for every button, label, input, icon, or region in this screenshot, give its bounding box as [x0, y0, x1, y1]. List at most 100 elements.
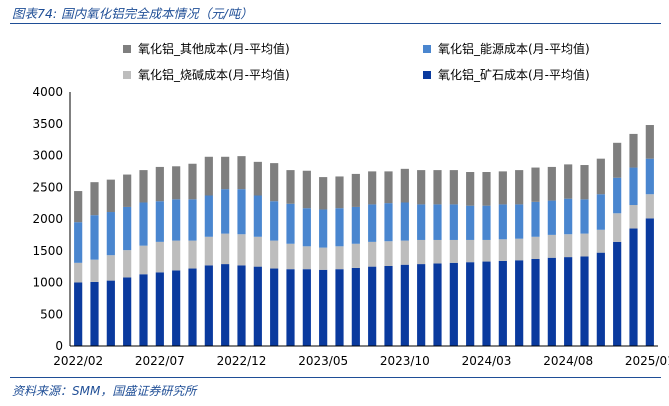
legend-label-energy: 氧化铝_能源成本(月-平均值) [438, 42, 590, 56]
bar-segment-other [221, 156, 230, 190]
y-tick-label: 4000 [32, 85, 63, 99]
bar-segment-energy [482, 205, 491, 240]
bar-segment-other [417, 170, 426, 205]
source-divider [10, 377, 661, 378]
bar-segment-caustic [580, 233, 589, 257]
bar-segment-raw [531, 259, 540, 346]
bar-segment-caustic [123, 250, 132, 278]
y-tick-label: 2500 [32, 180, 63, 194]
bar-segment-other [155, 166, 164, 202]
x-tick-label: 2023/10 [380, 354, 430, 368]
bar-segment-energy [417, 204, 426, 240]
legend-label-other: 氧化铝_其他成本(月-平均值) [138, 42, 290, 56]
bar-segment-raw [629, 228, 638, 346]
bar-segment-other [368, 171, 377, 205]
bar-segment-caustic [90, 259, 99, 282]
bar-segment-caustic [645, 194, 654, 219]
bar-segment-energy [498, 204, 507, 240]
bar-segment-raw [221, 264, 230, 346]
bar-segment-energy [351, 206, 360, 244]
bar-segment-raw [351, 267, 360, 346]
bar-segment-other [629, 133, 638, 168]
legend-item-other: 氧化铝_其他成本(月-平均值) [123, 40, 290, 57]
bar-segment-other [106, 179, 115, 213]
bar-segment-other [613, 142, 622, 178]
bar-segment-raw [123, 277, 132, 346]
bar-segment-raw [155, 272, 164, 346]
bar-segment-raw [319, 269, 328, 346]
bar-segment-energy [172, 199, 181, 241]
figure-title: 图表74: 国内氧化铝完全成本情况（元/吨） [12, 6, 253, 21]
bar-segment-raw [515, 260, 524, 346]
bar-segment-caustic [466, 239, 475, 263]
bar-segment-energy [613, 177, 622, 214]
x-tick-label: 2024/08 [543, 354, 593, 368]
bar-segment-other [482, 172, 491, 206]
bar-segment-other [204, 156, 213, 196]
bar-segment-raw [596, 252, 605, 346]
bar-segment-energy [449, 204, 458, 240]
bar-segment-raw [90, 281, 99, 346]
bar-segment-caustic [596, 229, 605, 253]
x-tick-label: 2023/05 [298, 354, 348, 368]
bar-segment-caustic [155, 241, 164, 273]
bar-segment-raw [139, 274, 148, 346]
bar-segment-energy [531, 201, 540, 237]
bar-segment-energy [302, 208, 311, 247]
bar-segment-raw [335, 269, 344, 346]
bar-segment-other [270, 163, 279, 202]
bar-segment-energy [384, 203, 393, 242]
bar-segment-raw [580, 256, 589, 346]
bar-segment-raw [482, 261, 491, 346]
bar-segment-other [90, 182, 99, 216]
bar-segment-caustic [498, 239, 507, 261]
bar-segment-other [645, 125, 654, 159]
bar-segment-raw [613, 241, 622, 346]
bar-segment-caustic [286, 243, 295, 270]
bar-segment-other [580, 165, 589, 200]
bar-segment-other [384, 171, 393, 204]
bar-segment-caustic [319, 247, 328, 270]
bar-segment-caustic [417, 239, 426, 265]
legend-label-raw: 氧化铝_矿石成本(月-平均值) [438, 68, 590, 82]
bar-segment-caustic [221, 233, 230, 265]
bar-segment-other [286, 170, 295, 204]
bar-segment-energy [645, 158, 654, 195]
y-tick-label: 500 [40, 307, 63, 321]
bar-segment-raw [564, 257, 573, 346]
bar-segment-caustic [188, 240, 197, 269]
bar-segment-energy [400, 202, 409, 241]
bar-segment-caustic [351, 243, 360, 268]
bar-segment-other [400, 168, 409, 203]
bar-segment-other [515, 170, 524, 205]
bar-segment-raw [172, 270, 181, 346]
legend-swatch-other [123, 44, 131, 53]
legend-label-caustic: 氧化铝_烧碱成本(月-平均值) [138, 68, 290, 82]
bar-segment-other [123, 174, 132, 207]
bar-segment-raw [449, 262, 458, 346]
bar-segment-caustic [172, 240, 181, 271]
bar-segment-caustic [482, 239, 491, 262]
x-tick-label: 2022/12 [217, 354, 267, 368]
bar-segment-energy [270, 201, 279, 241]
bar-segment-raw [466, 262, 475, 346]
x-tick-label: 2024/03 [462, 354, 512, 368]
bar-segment-raw [188, 268, 197, 346]
legend-item-caustic: 氧化铝_烧碱成本(月-平均值) [123, 66, 290, 83]
bar-segment-other [547, 166, 556, 201]
bar-segment-other [74, 191, 83, 223]
bar-segment-other [335, 176, 344, 209]
bar-segment-caustic [564, 234, 573, 258]
y-tick-label: 3500 [32, 117, 63, 131]
bar-segment-caustic [253, 236, 262, 267]
bar-segment-caustic [629, 205, 638, 229]
legend-swatch-raw [423, 70, 431, 79]
bar-segment-raw [384, 265, 393, 346]
bar-segment-caustic [400, 240, 409, 265]
bar-segment-energy [155, 201, 164, 242]
bar-segment-other [302, 170, 311, 209]
legend-item-raw: 氧化铝_矿石成本(月-平均值) [423, 66, 590, 83]
y-tick-label: 2000 [32, 212, 63, 226]
bar-segment-energy [596, 194, 605, 230]
bar-segment-other [466, 172, 475, 206]
